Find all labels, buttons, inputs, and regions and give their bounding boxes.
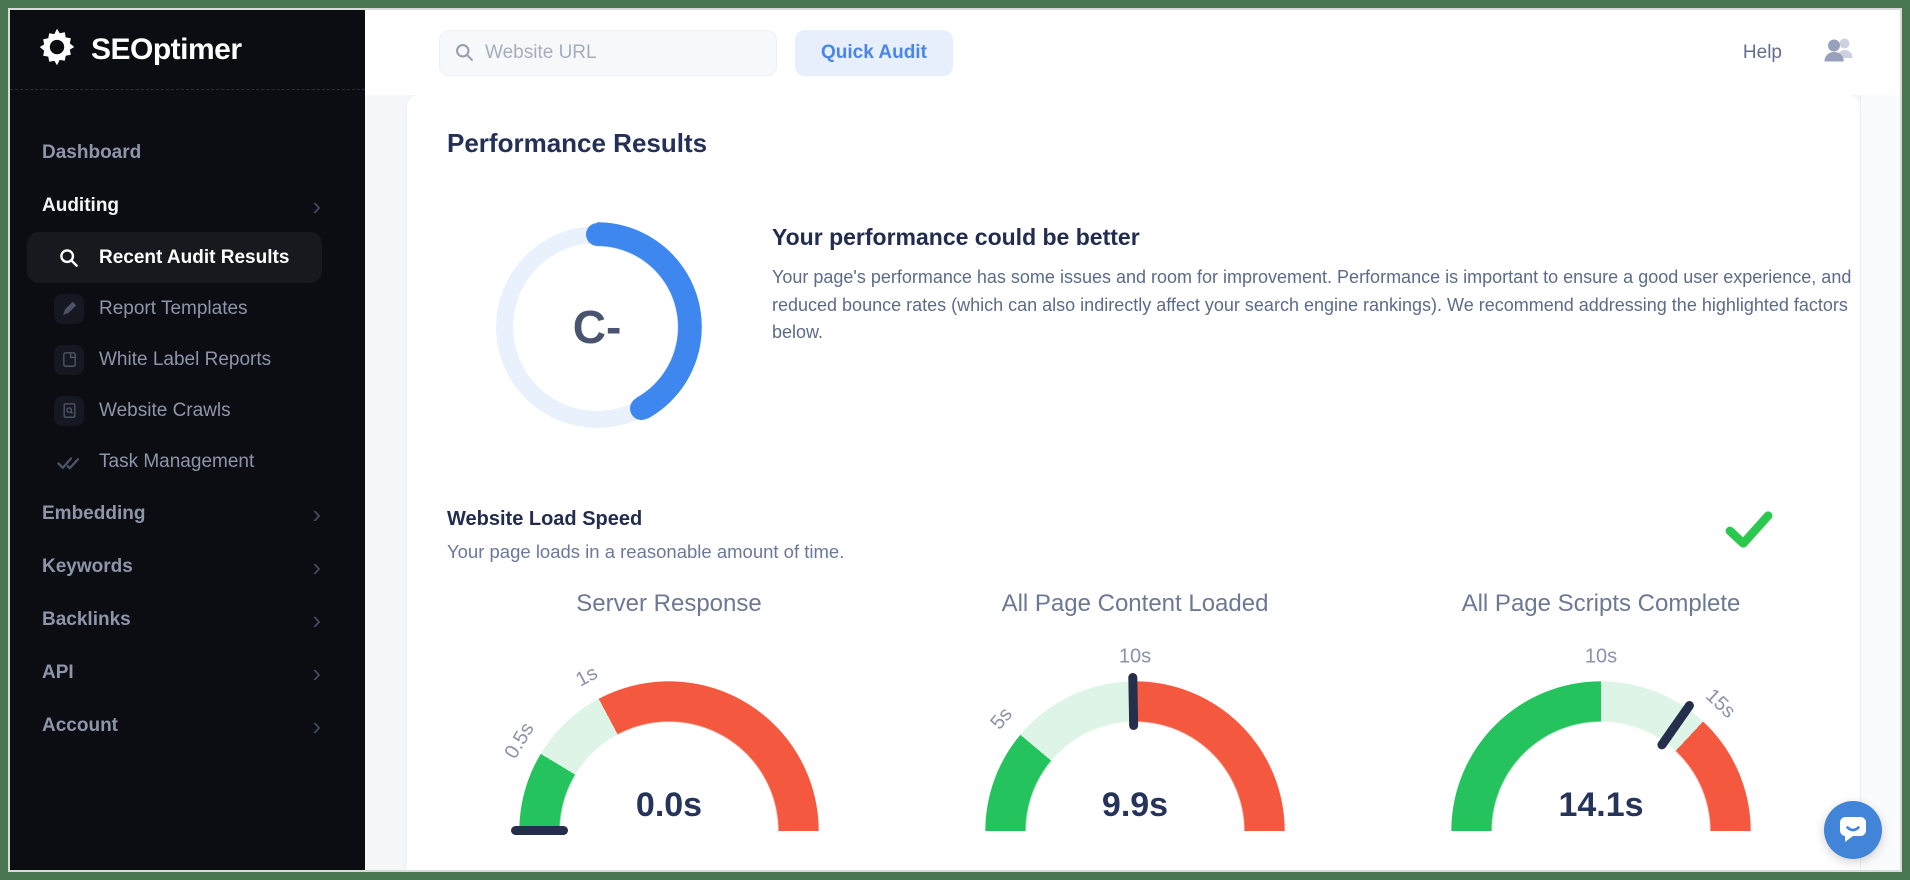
content-row: Performance Results C- Your performance …	[365, 95, 1900, 870]
website-url-search[interactable]	[439, 29, 777, 76]
sidebar-item-label: Website Crawls	[99, 399, 231, 421]
chevron-right-icon: ›	[312, 498, 321, 529]
load-speed-title: Website Load Speed	[447, 508, 643, 530]
gauge-value: 9.9s	[1101, 786, 1169, 824]
website-url-input[interactable]	[485, 41, 762, 64]
sidebar-item-account[interactable]: Account ›	[10, 699, 365, 752]
help-link[interactable]: Help	[1742, 41, 1782, 63]
sidebar-item-label: Report Templates	[99, 297, 248, 319]
grade-label: C-	[572, 301, 622, 353]
gauge-chart: 9.9s 5s 10s	[985, 646, 1285, 831]
grade-donut-arc	[492, 222, 702, 432]
right-gutter	[1860, 95, 1900, 870]
sidebar: SEOptimer Dashboard Auditing › Recent Audit…	[10, 10, 365, 870]
chevron-right-icon: ›	[312, 190, 321, 221]
pen-icon	[54, 293, 84, 324]
logo[interactable]: SEOptimer	[10, 10, 365, 90]
sidebar-item-api[interactable]: API ›	[10, 646, 365, 699]
gauge-chart: 0.0s 0.5s 1s	[500, 662, 819, 836]
logo-text: SEOptimer	[91, 32, 242, 66]
sidebar-item-keywords[interactable]: Keywords ›	[10, 540, 365, 593]
sidebar-item-label: Dashboard	[42, 141, 142, 163]
gauge-tick-label: 10s	[1584, 645, 1618, 668]
chevron-right-icon: ›	[312, 657, 321, 688]
grade-donut-arc-cap	[630, 396, 654, 420]
gauge-scripts-complete: All Page Scripts Complete 14.1s 10s 15s	[1411, 590, 1791, 831]
chevron-right-icon: ›	[312, 551, 321, 582]
search-icon	[456, 44, 473, 61]
chevron-right-icon: ›	[312, 710, 321, 741]
crawl-icon	[54, 395, 84, 426]
left-gutter	[365, 95, 407, 870]
sidebar-item-website-crawls[interactable]: Website Crawls	[27, 385, 322, 436]
page-title: Performance Results	[447, 128, 708, 158]
sidebar-item-recent-audit-results[interactable]: Recent Audit Results	[27, 232, 322, 283]
gauge-tick-label: 10s	[1118, 645, 1152, 668]
sidebar-item-label: Task Management	[99, 450, 255, 472]
app-frame: SEOptimer Dashboard Auditing › Recent Audit…	[8, 8, 1902, 872]
sidebar-item-embedding[interactable]: Embedding ›	[10, 487, 365, 540]
sidebar-item-backlinks[interactable]: Backlinks ›	[10, 593, 365, 646]
seoptimer-gear-icon	[34, 24, 80, 75]
grade-donut-chart: C-	[492, 222, 702, 432]
topbar: Quick Audit Help	[365, 10, 1900, 95]
gauge-value: 0.0s	[635, 786, 703, 824]
load-speed-subtitle: Your page loads in a reasonable amount o…	[447, 541, 845, 562]
sidebar-item-report-templates[interactable]: Report Templates	[27, 283, 322, 334]
sidebar-item-label: Backlinks	[42, 608, 131, 630]
account-users-icon[interactable]	[1820, 35, 1858, 70]
quick-audit-button[interactable]: Quick Audit	[795, 29, 953, 76]
topbar-right: Help	[1743, 35, 1858, 70]
gauge-value: 14.1s	[1558, 786, 1644, 824]
performance-summary: C- Your performance could be better Your…	[447, 222, 1860, 432]
website-load-speed-section: Website Load Speed Your page loads in a …	[447, 508, 1860, 836]
performance-description: Your page's performance has some issues …	[772, 267, 1852, 342]
search-icon	[54, 243, 84, 273]
gauge-content-loaded: All Page Content Loaded 9.9s 5s 10s	[945, 590, 1325, 831]
results-card: Performance Results C- Your performance …	[407, 95, 1860, 870]
sidebar-item-dashboard[interactable]: Dashboard	[10, 126, 365, 179]
sidebar-item-white-label-reports[interactable]: White Label Reports	[27, 334, 322, 385]
sidebar-item-label: API	[42, 661, 74, 683]
main-area: Quick Audit Help Performance Results C-	[365, 10, 1900, 870]
load-speed-text: Website Load Speed Your page loads in a …	[447, 508, 844, 563]
pass-check-icon	[1724, 510, 1774, 555]
sidebar-item-task-management[interactable]: Task Management	[27, 436, 322, 487]
sidebar-item-label: Auditing	[42, 194, 120, 216]
gauge-title: Server Response	[576, 590, 762, 617]
gauge-server-response: Server Response 0.0s 0.5s 1s	[479, 590, 859, 836]
sidebar-item-label: Keywords	[42, 555, 133, 577]
chevron-right-icon: ›	[312, 604, 321, 635]
gauge-title: All Page Content Loaded	[1001, 590, 1269, 617]
report-icon	[54, 344, 84, 375]
performance-text: Your performance could be better Your pa…	[772, 222, 1860, 432]
chat-bubble-button[interactable]	[1824, 801, 1882, 859]
chat-bubble-icon	[1838, 815, 1868, 846]
gauge-chart: 14.1s 10s 15s	[1451, 646, 1751, 831]
gauge-title: All Page Scripts Complete	[1461, 590, 1741, 617]
load-speed-header: Website Load Speed Your page loads in a …	[447, 508, 1860, 563]
grade-donut-arc-cap	[585, 222, 609, 246]
gauges-row: Server Response 0.0s 0.5s 1s All Page Con…	[479, 590, 1860, 836]
sidebar-item-label: Embedding	[42, 502, 146, 524]
performance-heading: Your performance could be better	[772, 224, 1140, 250]
sidebar-item-label: Account	[42, 714, 118, 736]
sidebar-item-label: Recent Audit Results	[99, 246, 290, 268]
tasks-icon	[54, 447, 84, 477]
sidebar-item-auditing[interactable]: Auditing ›	[10, 179, 365, 232]
sidebar-item-label: White Label Reports	[99, 348, 272, 370]
sidebar-nav: Dashboard Auditing › Recent Audit Results Re…	[10, 90, 365, 752]
